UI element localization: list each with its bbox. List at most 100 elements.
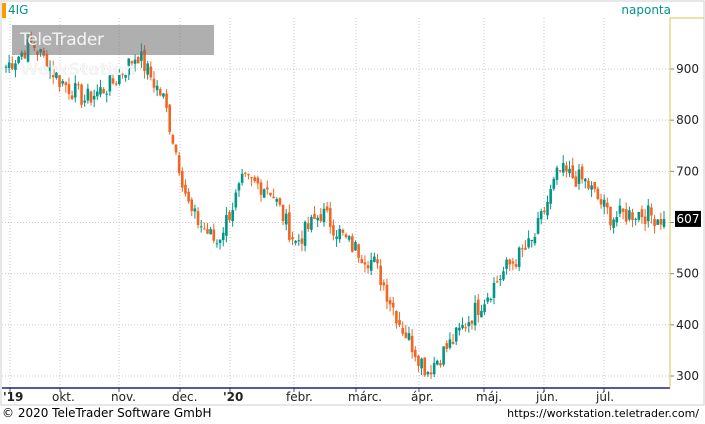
candle-body (48, 67, 52, 72)
period-label: naponta (621, 3, 671, 17)
candle (508, 258, 512, 271)
candle (243, 172, 247, 177)
candle-body (17, 56, 20, 63)
candle (483, 299, 486, 315)
candle (14, 60, 17, 78)
y-tick-label: 300 (676, 369, 699, 383)
candle-body (136, 56, 140, 64)
candle (395, 310, 398, 329)
candle-body (492, 282, 496, 298)
candle-body (634, 218, 637, 220)
candle-body (4, 66, 8, 68)
candle (543, 206, 546, 215)
candle (631, 208, 634, 228)
candle-body (310, 216, 313, 230)
candle (92, 89, 96, 108)
candle-body (284, 213, 288, 225)
candle-body (130, 61, 134, 64)
candle-body (517, 247, 521, 268)
candle (413, 346, 417, 362)
candle (247, 173, 250, 180)
candle (310, 214, 313, 233)
candle-body (606, 202, 609, 208)
candle (561, 155, 565, 177)
candle (373, 252, 376, 263)
candle-body (51, 68, 55, 78)
candle (470, 319, 474, 330)
candle (266, 180, 269, 195)
candle-body (338, 228, 342, 240)
candle-body (596, 188, 600, 200)
candle-body (511, 261, 515, 264)
candle (51, 60, 55, 84)
candle-body (140, 51, 143, 61)
candle-body (599, 199, 603, 205)
candle (146, 60, 149, 80)
candle-body (366, 265, 370, 269)
candle (624, 202, 628, 225)
candle-body (502, 271, 505, 280)
candle (344, 232, 348, 239)
candle (133, 54, 137, 72)
candle (86, 83, 90, 104)
candle (439, 359, 442, 368)
candle-body (199, 226, 203, 228)
candle-body (177, 155, 181, 174)
y-tick-label: 800 (676, 113, 699, 127)
candle (332, 219, 335, 241)
candle (275, 197, 279, 207)
candle (420, 357, 423, 376)
candle (634, 217, 637, 226)
candle (495, 275, 499, 284)
candle (640, 205, 644, 224)
candle (294, 240, 297, 246)
candle-body (67, 84, 71, 94)
candle-body (325, 206, 329, 211)
candle-body (407, 333, 411, 340)
candle (533, 233, 537, 246)
candle-body (609, 206, 612, 226)
candle (391, 296, 395, 316)
axes: 300400500600700800900'19okt.nov.dec.'20f… (2, 17, 704, 404)
candle (366, 261, 370, 274)
candle-body (533, 236, 537, 244)
candle-body (637, 211, 641, 220)
candle (577, 163, 581, 190)
candle-body (196, 211, 200, 225)
candle-body (294, 241, 297, 243)
candle-body (423, 357, 427, 376)
candle (203, 222, 206, 230)
candle (61, 78, 64, 87)
candle (319, 208, 323, 223)
candle (7, 55, 11, 73)
y-tick-label: 500 (676, 267, 699, 281)
last-price-box (675, 210, 701, 227)
candle-body (561, 163, 565, 173)
candle (272, 188, 275, 199)
candle (10, 56, 14, 71)
candle-body (96, 91, 99, 97)
y-tick-label: 900 (676, 62, 699, 76)
candle (108, 70, 112, 96)
candle-body (193, 208, 197, 212)
candle (376, 254, 379, 269)
candle (118, 69, 121, 86)
x-tick-label: jún. (535, 390, 558, 404)
candle (360, 254, 364, 264)
candle-body (77, 84, 80, 86)
candle-body (266, 187, 269, 190)
candle-body (275, 199, 279, 202)
candle-body (111, 78, 115, 84)
candle-body (64, 82, 68, 86)
candle (278, 197, 282, 207)
candle-body (568, 168, 571, 174)
candle-body (631, 212, 634, 221)
candle-body (486, 297, 489, 302)
candle-body (187, 191, 190, 202)
candle-body (565, 165, 568, 172)
candle (521, 244, 524, 258)
candle (225, 207, 228, 243)
candle (596, 186, 600, 201)
candle-body (118, 73, 121, 84)
watermark-logo: TeleTrader WorkStation (12, 25, 214, 80)
